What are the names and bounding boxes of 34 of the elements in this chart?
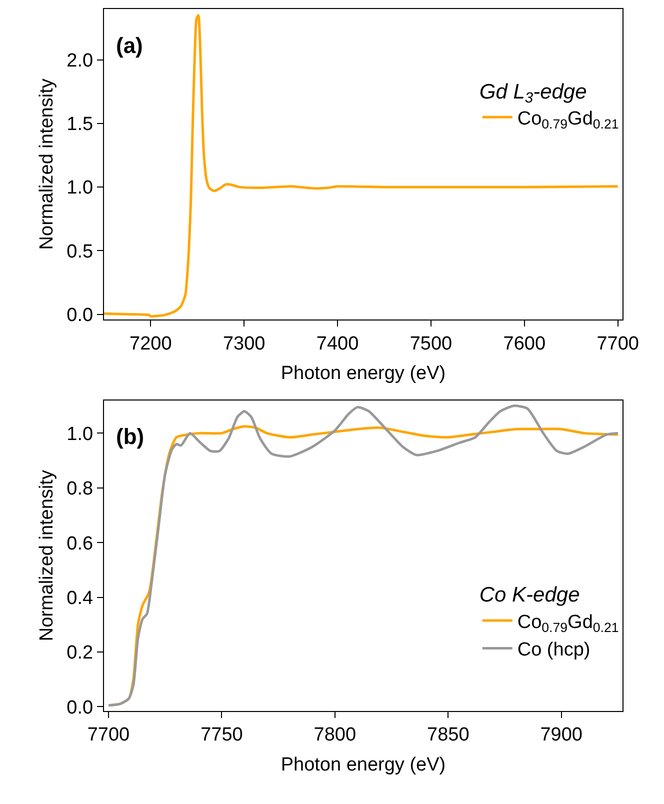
x-tick-label: 7200 (130, 333, 172, 354)
y-tick-label: 0.6 (66, 533, 94, 554)
legend-label: Co$_{0.79}$Gd$_{0.21}$ (517, 612, 619, 635)
x-axis-title: Photon energy (eV) (280, 363, 446, 384)
legend-label: Co (hcp) (517, 640, 590, 661)
y-tick-label: 0.0 (66, 304, 94, 326)
y-tick-label: 0.4 (66, 588, 94, 609)
x-tick-label: 7850 (427, 724, 470, 746)
y-tick-label: 0.0 (66, 697, 94, 718)
line-series (104, 14, 620, 318)
y-tick-label: 1.0 (66, 424, 94, 445)
y-axis-title: Normalized intensity (36, 470, 58, 642)
y-tick-label: 1.5 (66, 114, 94, 136)
text: (a) (116, 33, 143, 58)
x-tick-label: 7700 (596, 333, 639, 354)
y-tick-label: 0.5 (66, 241, 94, 262)
x-tick-label: 7750 (200, 724, 243, 746)
y-axis-title: Normalized intensity (36, 78, 58, 250)
x-tick-label: 7400 (316, 333, 359, 354)
text: (b) (116, 424, 144, 449)
y-tick-label: 0.8 (66, 478, 94, 500)
y-tick-label: 1.0 (66, 178, 94, 199)
x-axis-title: Photon energy (eV) (280, 754, 446, 776)
x-tick-label: 7300 (222, 333, 266, 354)
y-tick-label: 2.0 (66, 50, 94, 72)
legend-title: Gd L$_{3}$-edge (479, 80, 587, 107)
x-tick-label: 7500 (410, 333, 452, 354)
legend-title: Co K-edge (479, 584, 580, 607)
x-tick-label: 7600 (503, 333, 546, 354)
y-tick-label: 0.2 (66, 642, 94, 664)
legend-label: Co$_{0.79}$Gd$_{0.21}$ (517, 108, 619, 132)
x-tick-label: 7700 (87, 724, 130, 746)
x-tick-label: 7900 (540, 724, 583, 746)
x-tick-label: 7800 (314, 724, 356, 746)
